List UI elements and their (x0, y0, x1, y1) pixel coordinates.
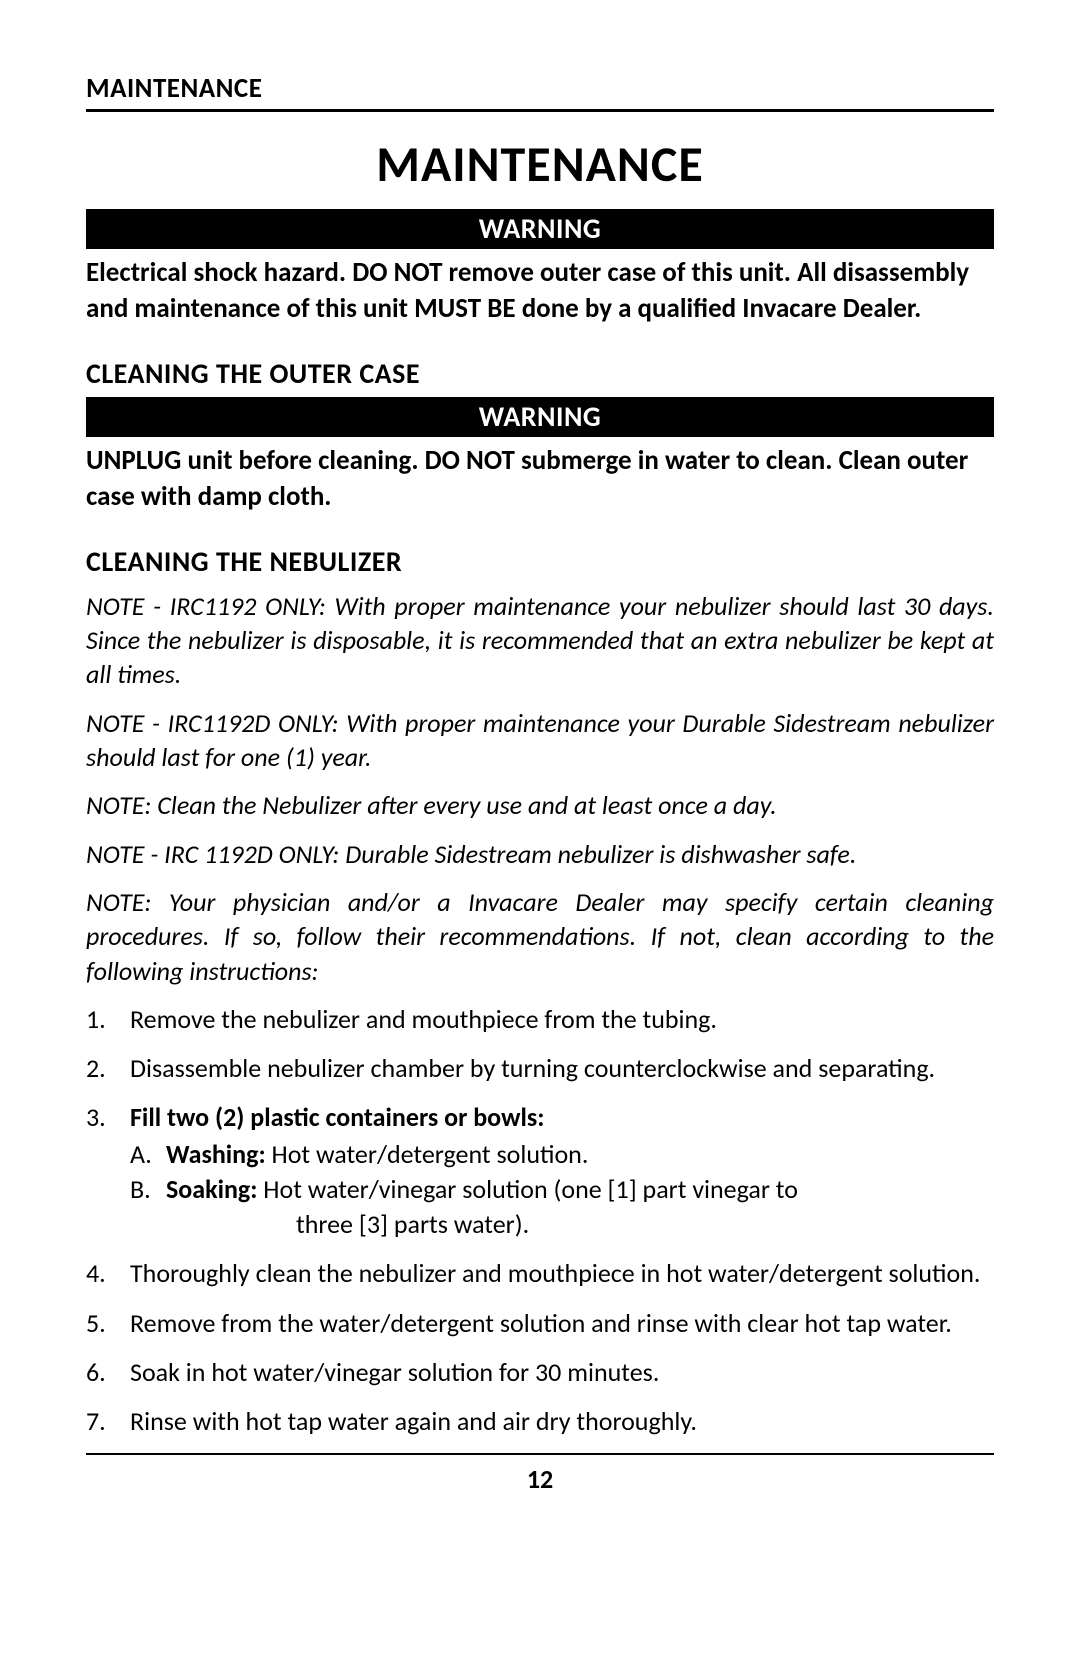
step-1: 1. Remove the nebulizer and mouthpiece f… (86, 1002, 994, 1037)
section-heading-nebulizer: CLEANING THE NEBULIZER (86, 544, 994, 579)
sublist-letter: A. (130, 1137, 166, 1172)
step-3b-label: Soaking: (166, 1173, 257, 1205)
header-label: MAINTENANCE (86, 72, 994, 105)
note-2: NOTE - IRC1192D ONLY: With proper mainte… (86, 706, 994, 775)
section-heading-outer-case: CLEANING THE OUTER CASE (86, 356, 994, 391)
step-2: 2. Disassemble nebulizer chamber by turn… (86, 1051, 994, 1086)
note-4: NOTE - IRC 1192D ONLY: Durable Sidestrea… (86, 837, 994, 871)
step-body: Fill two (2) plastic containers or bowls… (130, 1100, 994, 1242)
warning-bar-1: WARNING (86, 209, 994, 249)
step-3b: B. Soaking: Hot water/vinegar solution (… (130, 1172, 994, 1242)
note-3: NOTE: Clean the Nebulizer after every us… (86, 788, 994, 822)
step-6: 6. Soak in hot water/vinegar solution fo… (86, 1355, 994, 1390)
step-3a-text: Hot water/detergent solution. (266, 1138, 589, 1170)
step-text: Remove from the water/detergent solution… (130, 1306, 994, 1341)
step-3a: A. Washing: Hot water/detergent solution… (130, 1137, 994, 1172)
step-text: Disassemble nebulizer chamber by turning… (130, 1051, 994, 1086)
step-3-lead: Fill two (2) plastic containers or bowls… (130, 1101, 544, 1133)
step-3-sublist: A. Washing: Hot water/detergent solution… (130, 1137, 994, 1242)
warning-text-2: UNPLUG unit before cleaning. DO NOT subm… (86, 443, 994, 516)
sublist-body: Washing: Hot water/detergent solution. (166, 1137, 994, 1172)
step-3b-cont: three [3] parts water). (166, 1207, 994, 1242)
step-num: 1. (86, 1002, 130, 1037)
step-num: 6. (86, 1355, 130, 1390)
step-3a-label: Washing: (166, 1138, 266, 1170)
sublist-letter: B. (130, 1172, 166, 1242)
step-num: 4. (86, 1256, 130, 1291)
page-footer: 12 (86, 1453, 994, 1495)
page-header: MAINTENANCE (86, 72, 994, 112)
step-text: Remove the nebulizer and mouthpiece from… (130, 1002, 994, 1037)
step-num: 3. (86, 1100, 130, 1242)
step-text: Soak in hot water/vinegar solution for 3… (130, 1355, 994, 1390)
warning-bar-2: WARNING (86, 397, 994, 437)
step-num: 7. (86, 1404, 130, 1439)
steps-list: 1. Remove the nebulizer and mouthpiece f… (86, 1002, 994, 1439)
page-number: 12 (527, 1463, 553, 1495)
note-5: NOTE: Your physician and/or a Invacare D… (86, 885, 994, 988)
step-3: 3. Fill two (2) plastic containers or bo… (86, 1100, 994, 1242)
step-7: 7. Rinse with hot tap water again and ai… (86, 1404, 994, 1439)
step-5: 5. Remove from the water/detergent solut… (86, 1306, 994, 1341)
step-text: Rinse with hot tap water again and air d… (130, 1404, 994, 1439)
step-3b-text: Hot water/vinegar solution (one [1] part… (257, 1173, 798, 1205)
step-num: 2. (86, 1051, 130, 1086)
note-1: NOTE - IRC1192 ONLY: With proper mainten… (86, 589, 994, 692)
step-4: 4. Thoroughly clean the nebulizer and mo… (86, 1256, 994, 1291)
page-title: MAINTENANCE (86, 134, 994, 195)
warning-text-1: Electrical shock hazard. DO NOT remove o… (86, 255, 994, 328)
step-num: 5. (86, 1306, 130, 1341)
step-text: Thoroughly clean the nebulizer and mouth… (130, 1256, 994, 1291)
sublist-body: Soaking: Hot water/vinegar solution (one… (166, 1172, 994, 1242)
